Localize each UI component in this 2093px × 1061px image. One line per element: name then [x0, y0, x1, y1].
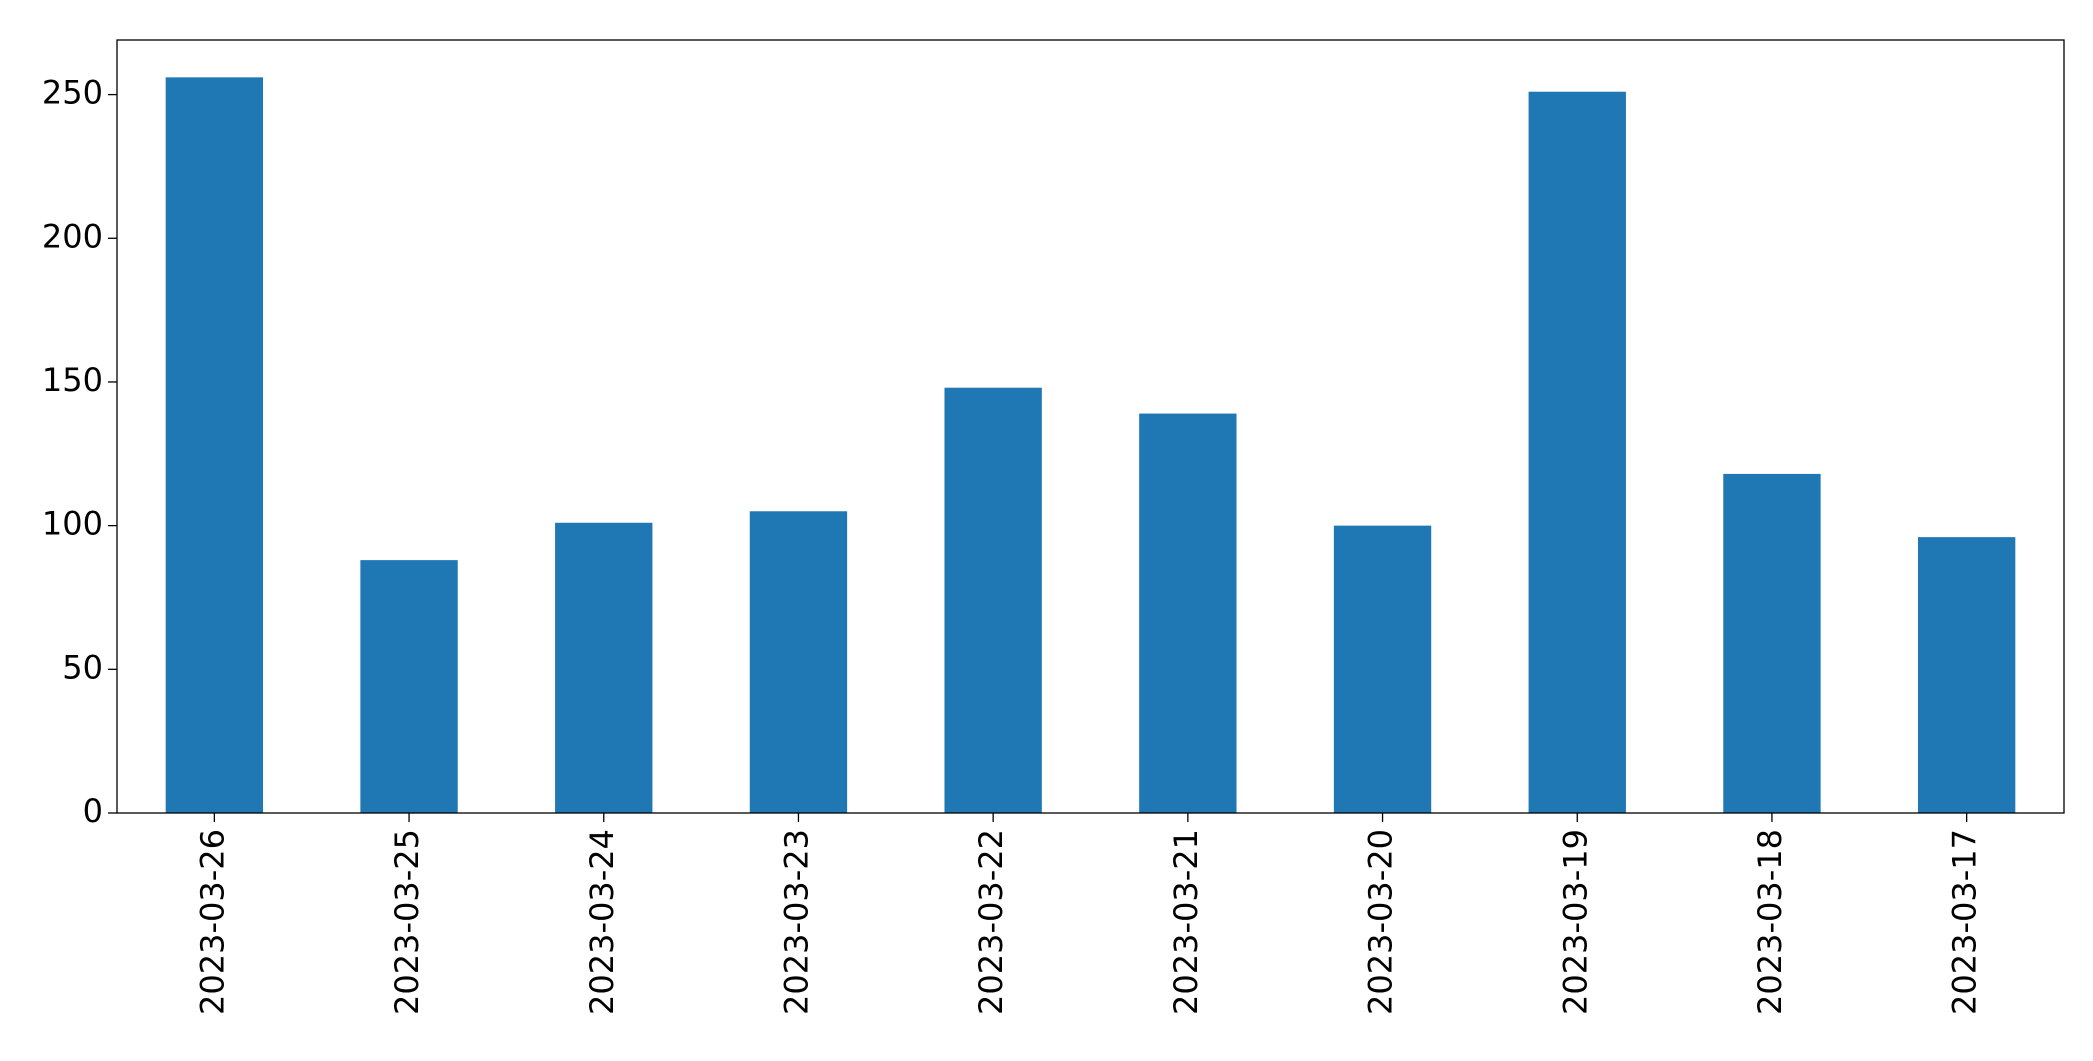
- x-tick-label: 2023-03-26: [193, 829, 231, 1015]
- bar: [1917, 537, 2016, 813]
- x-tick-label: 2023-03-25: [388, 829, 426, 1015]
- y-tick-label: 50: [62, 648, 103, 686]
- plot-frame: [116, 39, 2065, 814]
- x-tick-label: 2023-03-23: [777, 829, 815, 1015]
- y-tick-label: 100: [42, 505, 103, 543]
- bar: [1723, 473, 1821, 813]
- bar: [555, 522, 653, 813]
- x-tick-label: 2023-03-18: [1751, 829, 1789, 1015]
- y-tick-label: 200: [42, 217, 103, 255]
- x-tick-label: 2023-03-17: [1946, 829, 1984, 1015]
- x-tick-label: 2023-03-22: [972, 829, 1010, 1015]
- y-tick-label: 150: [42, 361, 103, 399]
- bar: [165, 77, 264, 814]
- x-tick-label: 2023-03-20: [1362, 829, 1400, 1015]
- bar: [360, 560, 458, 813]
- bar: [1139, 413, 1237, 813]
- bar: [1333, 525, 1432, 813]
- x-tick-label: 2023-03-24: [583, 829, 621, 1015]
- bar: [1528, 91, 1626, 813]
- bar: [749, 511, 848, 813]
- bar: [944, 387, 1042, 813]
- y-tick-label: 250: [42, 74, 103, 112]
- x-tick-label: 2023-03-21: [1167, 829, 1205, 1015]
- x-tick-label: 2023-03-19: [1556, 829, 1594, 1015]
- y-tick-label: 0: [83, 792, 103, 830]
